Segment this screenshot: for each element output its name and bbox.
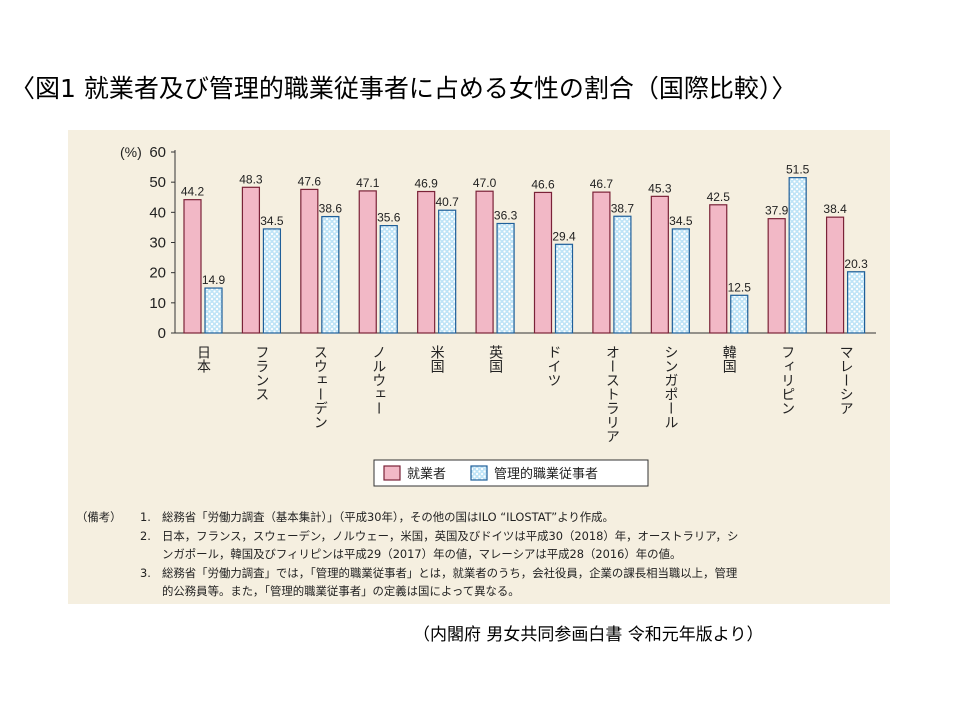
bar-manager: [438, 209, 457, 334]
bar-manager: [262, 228, 282, 334]
data-label: 40.7: [435, 195, 459, 209]
category-label: シンガポール: [662, 345, 678, 429]
data-label: 38.7: [611, 201, 635, 215]
bar-employed: [475, 190, 494, 334]
y-tick-label: 20: [149, 265, 166, 282]
data-label: 46.6: [531, 177, 555, 191]
bar-employed: [592, 191, 611, 334]
category-label: オーストラリア: [604, 345, 620, 443]
data-label: 35.6: [377, 211, 401, 225]
data-label: 20.3: [844, 257, 868, 271]
source-caption: （内閣府 男女共同参画白書 令和元年版より）: [413, 625, 764, 645]
data-label: 48.3: [239, 172, 263, 186]
bar-employed: [300, 188, 319, 334]
note-number: 2.: [140, 528, 151, 543]
bar-employed: [417, 190, 436, 334]
data-label: 36.3: [494, 208, 518, 222]
category-label: 米国: [429, 345, 445, 373]
bar-manager: [846, 271, 866, 334]
note-line: ンガポール，韓国及びフィリピンは平成29（2017）年の値，マレーシアは平成28…: [76, 545, 886, 564]
legend-swatch-manager: [470, 465, 488, 481]
data-label: 34.5: [669, 214, 693, 228]
bar-employed: [241, 186, 261, 334]
bar-chart: 0 10 20 30 40 50 60 (%) 44.2 14.9 日本 48.3 34.5 フランス 47…: [120, 144, 876, 487]
data-label: 12.5: [728, 280, 752, 294]
note-line: 的公務員等。また，「管理的職業従事者」の定義は国によって異なる。: [76, 582, 886, 601]
bar-manager: [379, 225, 398, 334]
y-tick-label: 50: [149, 174, 166, 191]
data-label: 47.6: [298, 174, 322, 188]
category-label: 韓国: [721, 345, 737, 373]
y-tick-label: 0: [158, 325, 166, 342]
data-label: 51.5: [786, 163, 810, 177]
note-line: （備考） 1. 総務省「労働力調査（基本集計）」（平成30年），その他の国はILO …: [76, 508, 886, 527]
notes-block: （備考） 1. 総務省「労働力調査（基本集計）」（平成30年），その他の国はILO …: [76, 508, 886, 601]
bar-employed: [533, 191, 553, 334]
category-label: ノルウェー: [370, 345, 386, 415]
bar-employed: [709, 204, 728, 334]
bar-manager: [671, 228, 690, 334]
slide-title: 〈図1 就業者及び管理的職業従事者に占める女性の割合（国際比較）〉: [10, 74, 797, 103]
bar-employed: [650, 195, 669, 334]
data-label: 47.1: [356, 176, 380, 190]
y-tick-label: 30: [149, 235, 166, 252]
data-label: 38.4: [823, 202, 847, 216]
data-label: 37.9: [765, 204, 789, 218]
category-label: 日本: [195, 345, 211, 373]
bar-manager: [730, 294, 749, 334]
note-text: ンガポール，韓国及びフィリピンは平成29（2017）年の値，マレーシアは平成28…: [162, 547, 682, 561]
bar-manager: [613, 215, 632, 334]
bar-manager: [321, 215, 340, 334]
data-label: 47.0: [473, 176, 497, 190]
bar-employed: [183, 199, 202, 334]
note-text: 総務省「労働力調査（基本集計）」（平成30年），その他の国はILO “ILOST…: [162, 510, 614, 524]
bar-employed: [825, 216, 845, 334]
note-line: 3. 総務省「労働力調査」では，「管理的職業従事者」とは，就業者のうち，会社役員，…: [76, 564, 886, 583]
y-tick-label: 10: [149, 295, 166, 312]
category-label: マレーシア: [838, 345, 854, 415]
y-unit-label: (%): [120, 144, 142, 160]
chart-panel: 0 10 20 30 40 50 60 (%) 44.2 14.9 日本 48.3 34.5 フランス 47…: [68, 130, 890, 604]
category-label: フィリピン: [779, 345, 795, 415]
y-tick-label: 40: [149, 204, 166, 221]
legend-label-manager: 管理的職業従事者: [494, 466, 598, 482]
notes-prefix: （備考）: [76, 510, 122, 524]
legend-label-employed: 就業者: [407, 466, 446, 482]
data-label: 38.6: [319, 202, 343, 216]
note-number: 3.: [140, 565, 151, 580]
bar-manager: [204, 287, 223, 334]
y-tick-label: 60: [149, 144, 166, 161]
note-number: 1.: [140, 510, 151, 524]
legend-swatch-employed: [383, 465, 401, 481]
data-label: 44.2: [181, 185, 205, 199]
data-label: 29.4: [552, 229, 576, 243]
legend-box: [373, 459, 649, 487]
category-label: ドイツ: [546, 345, 562, 387]
note-text: 日本，フランス，スウェーデン，ノルウェー，米国，英国及びドイツは平成30（201…: [162, 528, 739, 543]
bar-manager: [496, 222, 515, 334]
bar-manager: [554, 243, 574, 334]
bar-employed: [358, 190, 377, 334]
data-label: 14.9: [202, 273, 226, 287]
data-label: 46.7: [590, 177, 614, 191]
bar-manager: [788, 177, 807, 334]
note-line: 2. 日本，フランス，スウェーデン，ノルウェー，米国，英国及びドイツは平成30（2…: [76, 527, 886, 546]
note-text: 的公務員等。また，「管理的職業従事者」の定義は国によって異なる。: [162, 584, 520, 598]
note-text: 総務省「労働力調査」では，「管理的職業従事者」とは，就業者のうち，会社役員，企業…: [162, 565, 738, 580]
bar-employed: [767, 218, 786, 334]
category-label: 英国: [487, 344, 503, 373]
category-label: スウェーデン: [312, 345, 328, 429]
data-label: 45.3: [648, 181, 672, 195]
category-label: フランス: [253, 345, 269, 401]
data-label: 42.5: [707, 190, 731, 204]
data-label: 46.9: [414, 177, 438, 191]
data-label: 34.5: [260, 214, 284, 228]
